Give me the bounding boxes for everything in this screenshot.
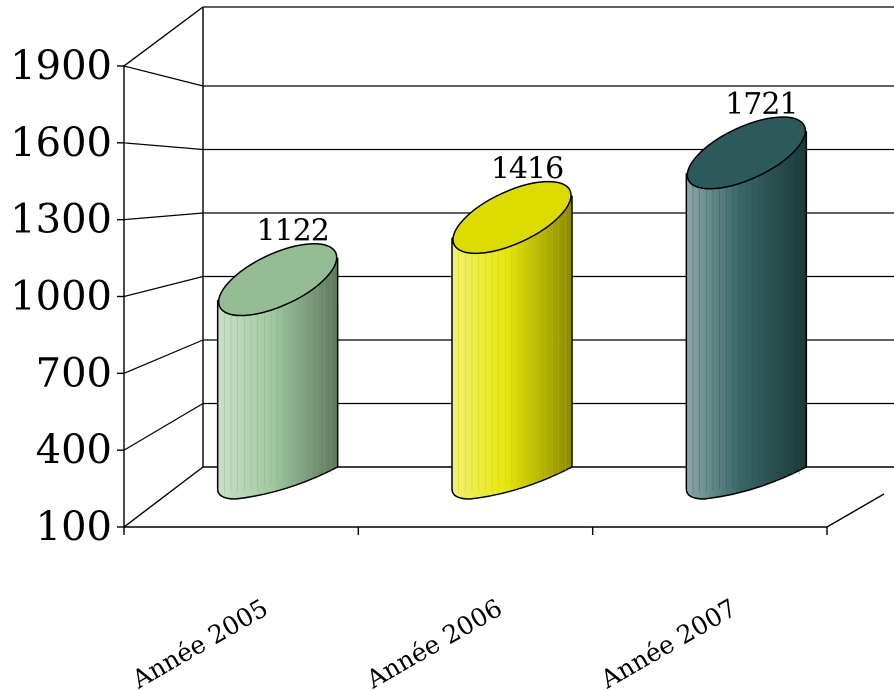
bar-2	[451, 180, 573, 500]
y-tick-label: 1300	[10, 197, 112, 243]
y-tick-label: 1000	[10, 274, 112, 320]
data-label-2: 1416	[491, 151, 563, 186]
gridline-side	[123, 212, 204, 221]
bar-3	[685, 116, 808, 500]
gridline-side	[123, 339, 204, 374]
floor-left-edge	[123, 466, 204, 528]
bar-1	[216, 243, 339, 500]
gridline-side	[123, 275, 204, 298]
floor-right-edge	[826, 493, 885, 528]
bar-top-cap	[217, 243, 338, 317]
x-category-label: Année 2005	[126, 593, 273, 690]
gridline-side	[123, 65, 204, 87]
bar-top-cap	[452, 180, 572, 255]
gridline-side	[123, 142, 204, 151]
side-wall-top-edge	[123, 6, 204, 67]
data-label-1: 1122	[256, 214, 328, 249]
bar-top-cap	[686, 116, 807, 190]
y-tick-label: 700	[36, 350, 112, 396]
y-axis-ticks: 100 400 700 1000 1300 1600 1900	[10, 43, 124, 550]
x-category-label: Année 2006	[361, 593, 508, 690]
y-tick-label: 1900	[10, 43, 112, 89]
x-axis-ticks: Année 2005 Année 2006 Année 2007	[123, 527, 828, 690]
bars	[216, 116, 808, 500]
gridline-side	[123, 402, 204, 451]
side-wall-face	[124, 7, 203, 527]
data-label-3: 1721	[725, 87, 797, 122]
data-labels: 1122 1416 1721	[256, 87, 798, 249]
y-tick-label: 400	[36, 427, 112, 473]
side-wall	[124, 7, 203, 527]
y-tick-label: 100	[36, 504, 112, 550]
x-category-label: Année 2007	[595, 593, 742, 690]
y-tick-label: 1600	[10, 120, 112, 166]
